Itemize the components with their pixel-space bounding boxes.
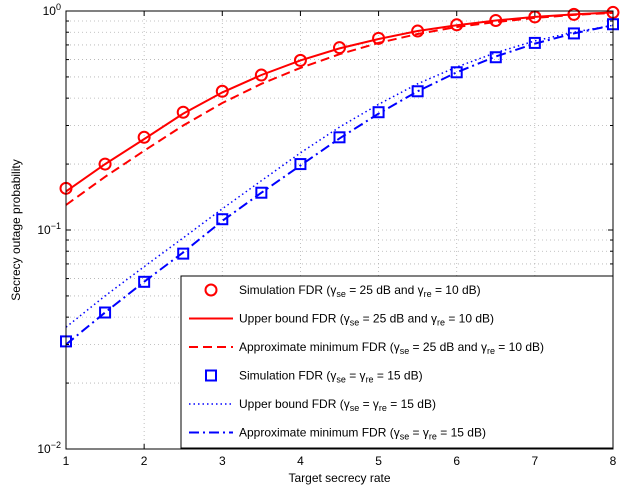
legend-marker bbox=[205, 369, 217, 382]
series-line bbox=[65, 11, 614, 206]
y-tick-label: 10−1 bbox=[37, 221, 61, 237]
data-point bbox=[254, 68, 268, 82]
x-tick-label: 1 bbox=[63, 454, 70, 468]
x-tick-label: 6 bbox=[453, 454, 460, 468]
x-tick-label: 2 bbox=[141, 454, 148, 468]
data-point bbox=[138, 275, 151, 288]
x-tick-label: 7 bbox=[532, 454, 539, 468]
legend-label: Approximate minimum FDR (γse = 25 dB and… bbox=[239, 340, 544, 356]
x-tick-label: 5 bbox=[375, 454, 382, 468]
series-line bbox=[65, 24, 614, 328]
series-4 bbox=[65, 24, 614, 328]
legend-marker bbox=[204, 283, 218, 297]
series-5 bbox=[65, 24, 614, 346]
series-2 bbox=[65, 11, 614, 206]
data-point bbox=[99, 306, 112, 319]
series-1 bbox=[65, 11, 614, 193]
legend-box bbox=[180, 275, 614, 449]
data-point bbox=[450, 66, 463, 79]
legend: Simulation FDR (γse = 25 dB and γre = 10… bbox=[180, 275, 614, 449]
data-point bbox=[98, 157, 112, 171]
x-axis-label: Target secrecy rate bbox=[288, 471, 390, 485]
data-point bbox=[567, 27, 580, 40]
legend-label: Simulation FDR (γse = 25 dB and γre = 10… bbox=[239, 283, 481, 299]
data-point bbox=[293, 53, 307, 67]
legend-label: Simulation FDR (γse = γre = 15 dB) bbox=[239, 369, 423, 385]
legend-label: Upper bound FDR (γse = γre = 15 dB) bbox=[239, 397, 436, 413]
x-tick-label: 4 bbox=[297, 454, 304, 468]
data-point bbox=[137, 130, 151, 144]
data-point bbox=[216, 213, 229, 226]
data-point bbox=[215, 84, 229, 98]
data-point bbox=[294, 158, 307, 171]
x-tick-label: 3 bbox=[219, 454, 226, 468]
x-tick-label: 8 bbox=[610, 454, 617, 468]
data-point bbox=[489, 51, 502, 64]
series-line bbox=[65, 24, 614, 346]
data-point bbox=[176, 105, 190, 119]
data-point bbox=[177, 247, 190, 260]
series-line bbox=[65, 11, 614, 193]
data-point bbox=[372, 106, 385, 119]
data-point bbox=[333, 131, 346, 144]
y-tick-label: 100 bbox=[43, 2, 61, 18]
y-tick-label: 10−2 bbox=[37, 440, 61, 456]
data-point bbox=[411, 85, 424, 98]
legend-label: Upper bound FDR (γse = 25 dB and γre = 1… bbox=[239, 312, 494, 328]
data-point bbox=[255, 186, 268, 199]
y-axis-label: Secrecy outage probability bbox=[9, 159, 23, 300]
legend-label: Approximate minimum FDR (γse = γre = 15 … bbox=[239, 426, 486, 442]
